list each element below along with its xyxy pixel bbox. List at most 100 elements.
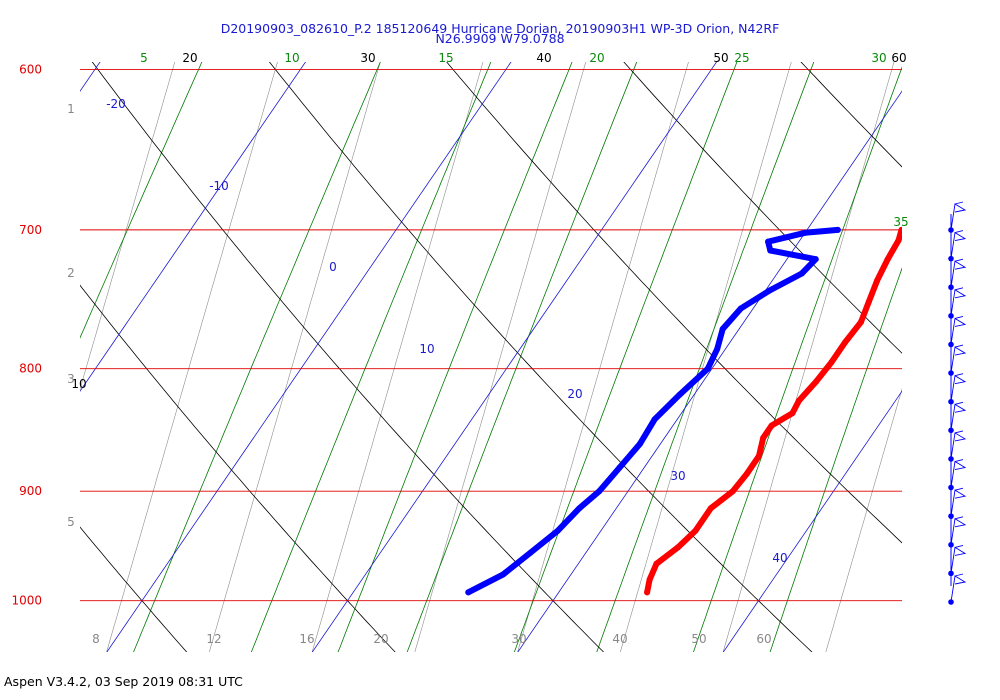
isotherm-label: 20: [567, 387, 582, 401]
isotherm: [722, 390, 902, 652]
dewpoint-trace-point: [576, 505, 583, 512]
wind-barb: [950, 459, 967, 488]
temperature-trace-point: [644, 589, 651, 596]
wind-barb: [950, 487, 967, 517]
isotherm: [80, 62, 306, 392]
moist-adiabat: [80, 62, 176, 391]
pressure-label: 800: [19, 362, 42, 376]
isotherm-label: 40: [772, 551, 787, 565]
mixing-ratio-line: [596, 62, 815, 652]
moist-adiabat: [0, 0, 91, 681]
wind-barb: [950, 430, 967, 459]
pressure-label: 1000: [11, 594, 42, 608]
temperature-trace-point: [789, 410, 796, 417]
moist-adiabat: [209, 62, 381, 652]
wind-barb: [950, 544, 967, 574]
dewpoint-trace-point: [500, 571, 507, 578]
temperature-trace-point: [674, 544, 681, 551]
wind-barb: [950, 287, 967, 316]
dry-adiabat-label: 40: [536, 51, 551, 65]
temperature-trace-point: [692, 527, 699, 534]
temperature-trace-point: [895, 237, 902, 244]
dewpoint-trace-point: [596, 488, 603, 495]
height-label: 2: [67, 266, 75, 280]
mixing-ratio-label: 35: [893, 215, 908, 229]
mixing-ratio-label: 15: [438, 51, 453, 65]
bottom-axis-label: 60: [756, 632, 771, 646]
temperature-trace-point: [884, 256, 891, 263]
profiles: [465, 226, 902, 596]
moist-adiabat: [825, 387, 902, 652]
wind-barb: [950, 201, 967, 231]
dewpoint-trace-point: [636, 440, 643, 447]
wind-barb: [950, 516, 967, 545]
dry-adiabat: [800, 62, 902, 168]
temperature-trace-point: [768, 422, 775, 429]
dewpoint-trace-point: [765, 238, 772, 245]
dry-adiabat-label: 30: [360, 51, 375, 65]
dewpoint-trace-point: [704, 365, 711, 372]
wind-barb: [950, 316, 967, 345]
grid-lines: [0, 0, 1000, 681]
moist-adiabat: [106, 62, 278, 652]
wind-barb: [950, 373, 967, 402]
pressure-label: 700: [19, 223, 42, 237]
dry-adiabat-label: 10: [71, 377, 86, 391]
dry-adiabat: [268, 62, 813, 652]
wind-barb: [950, 258, 967, 288]
wind-barb: [950, 401, 967, 431]
mixing-ratio-line: [769, 267, 902, 652]
mixing-ratio-line: [337, 62, 573, 652]
wind-barb: [950, 573, 967, 603]
isotherm: [106, 62, 512, 652]
dry-adiabat-label: 50: [713, 51, 728, 65]
temperature-trace-point: [898, 226, 902, 233]
height-label: 3: [67, 372, 75, 386]
temperature-trace-point: [729, 488, 736, 495]
bottom-axis-label: 16: [299, 632, 314, 646]
isotherm-label: 10: [419, 342, 434, 356]
mixing-ratio-line: [693, 66, 902, 652]
dewpoint-trace-point: [834, 226, 841, 233]
isotherm-label: 0: [329, 260, 337, 274]
barb-dot: [948, 370, 954, 376]
bottom-axis-label: 50: [691, 632, 706, 646]
mixing-ratio-label: 30: [871, 51, 886, 65]
chart-subtitle: N26.9909 W79.0788: [435, 31, 565, 46]
mixing-ratio-line: [133, 62, 381, 652]
temperature-trace-point: [707, 505, 714, 512]
temperature-trace-point: [760, 434, 767, 441]
dry-adiabat: [916, 0, 1000, 681]
mixing-ratio-line: [406, 62, 638, 652]
temperature-trace-point: [653, 560, 660, 567]
isotherm: [311, 62, 717, 652]
temperature-trace-point: [743, 470, 750, 477]
isotherm-label: 30: [670, 469, 685, 483]
temperature-trace-point: [857, 319, 864, 326]
wind-barb: [950, 344, 967, 374]
dry-adiabat: [623, 62, 902, 354]
dry-adiabat-label: 20: [182, 51, 197, 65]
dewpoint-trace-point: [798, 270, 805, 277]
moist-adiabat: [517, 62, 689, 652]
dewpoint-trace-point: [714, 346, 721, 353]
moist-adiabat: [311, 62, 484, 652]
temperature-trace-point: [813, 378, 820, 385]
isobars: [80, 69, 902, 602]
mixing-ratio-line: [0, 0, 65, 681]
dry-adiabat: [446, 62, 902, 544]
height-label: 1: [67, 102, 75, 116]
dewpoint-trace-point: [616, 464, 623, 471]
dewpoint-trace-point: [676, 391, 683, 398]
dry-adiabat: [80, 284, 396, 652]
barb-dot: [948, 313, 954, 319]
mixing-ratio-label: 10: [284, 51, 299, 65]
chart-title: D20190903_082610_P.2 185120649 Hurricane…: [220, 21, 780, 36]
dewpoint-trace-point: [737, 305, 744, 312]
temperature-trace: [644, 226, 902, 596]
height-label: 5: [67, 515, 75, 529]
temperature-trace-point: [874, 277, 881, 284]
wind-barb: [950, 230, 967, 259]
dewpoint-trace-point: [766, 287, 773, 294]
